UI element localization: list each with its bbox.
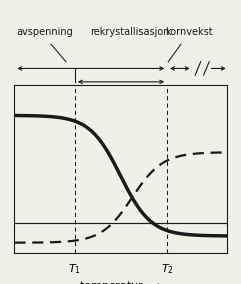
Text: rekrystallisasjon: rekrystallisasjon — [90, 28, 169, 37]
X-axis label: temperatur$\longrightarrow$: temperatur$\longrightarrow$ — [79, 279, 162, 284]
Text: kornvekst: kornvekst — [166, 28, 213, 37]
Text: avspenning: avspenning — [16, 28, 73, 37]
